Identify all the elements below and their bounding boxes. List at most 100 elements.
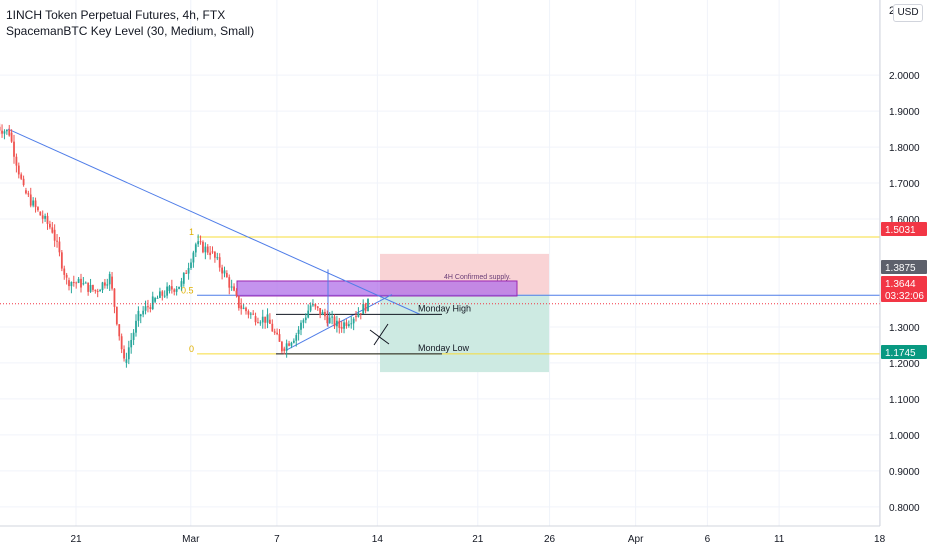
candle-body [144,306,147,311]
candle-body [37,207,39,211]
candle-body [27,193,30,195]
price-label-tag [881,260,927,274]
candle-body [130,339,133,348]
candle-body [60,252,63,269]
candle-body [182,272,185,284]
candle-body [15,156,18,166]
y-tick-label: 1.1000 [889,395,920,406]
candle-body [362,304,365,314]
chart-legend: 1INCH Token Perpetual Futures, 4h, FTX S… [6,7,254,39]
candle-body [252,313,255,315]
indicator-label[interactable]: SpacemanBTC Key Level (30, Medium, Small… [6,24,255,38]
candle-body [156,297,159,299]
price-label-countdown: 03:32:06 [885,291,924,302]
fib-label-1: 1 [189,227,194,237]
candle-body [304,317,307,321]
candle-body [218,257,221,268]
candle-body [316,306,319,308]
price-label-value: 1.3875 [885,263,916,274]
candle-body [216,257,219,259]
candle-body [0,126,1,131]
candle-body [230,286,233,288]
y-tick-label: 1.6000 [889,215,920,226]
candle-body [285,343,288,351]
candle-body [51,227,54,233]
candle-body [178,286,180,289]
candle-body [1,130,3,134]
candle-body [249,313,252,315]
fib-label-0: 0 [189,344,194,354]
candle-body [247,311,250,315]
candle-body [197,241,200,245]
candle-body [147,306,149,308]
x-tick-label: 26 [544,534,556,545]
candle-body [139,314,142,317]
candle-body [118,324,121,337]
fib-label-05: 0.5 [181,285,194,295]
candle-body [154,298,156,302]
candle-body [254,316,257,323]
candle-body [214,251,216,258]
x-tick-label: Mar [182,534,200,545]
candle-body [41,215,44,219]
price-label-tag [881,345,927,359]
candle-body [194,244,197,253]
candle-body [211,251,214,253]
cross-marker [369,323,390,346]
x-tick-label: 21 [472,534,484,545]
price-label-value: 1.5031 [885,225,916,236]
candle-body [364,304,367,312]
candle-body [58,241,61,253]
candle-body [288,343,290,346]
candle-body [173,289,176,292]
candle-body [170,286,173,290]
candle-body [175,288,178,292]
candle-body [235,290,238,296]
x-tick-label: Apr [628,534,644,545]
candle-body [166,286,168,296]
candle-body [321,311,324,315]
candle-body [328,317,331,324]
candle-body [127,347,130,360]
candle-body [209,252,212,256]
candle-body [190,262,192,269]
candle-body [340,326,343,329]
candle-body [367,298,369,312]
candle-body [163,295,166,297]
candle-body [336,320,338,327]
candle-body [3,131,6,134]
candle-body [359,313,362,315]
candle-body [352,318,355,324]
monday-high-label: Monday High [418,303,471,313]
candle-body [142,310,145,315]
candle-body [99,290,101,292]
candle-body [17,165,20,175]
candle-body [94,289,97,292]
candle-body [77,278,80,283]
price-label-tag [881,276,927,302]
candle-body [135,320,137,333]
candle-body [8,129,11,136]
candle-body [187,268,190,274]
candle-body [63,268,66,275]
candle-body [168,286,171,291]
supply-zone [236,280,518,297]
currency-button[interactable]: USD [893,4,923,22]
candle-body [185,272,188,274]
candle-body [10,132,13,142]
candle-body [309,305,312,311]
candle-body [333,316,336,327]
x-tick-label: 6 [705,534,711,545]
candle-body [302,320,305,323]
price-label-tag [881,222,927,236]
y-tick-label: 1.9000 [889,107,920,118]
candle-body [29,194,32,206]
candle-body [46,215,49,224]
candle-body [202,241,204,253]
x-tick-label: 11 [774,534,785,545]
candle-body [345,322,348,326]
candle-body [271,323,274,332]
candle-body [56,240,58,242]
